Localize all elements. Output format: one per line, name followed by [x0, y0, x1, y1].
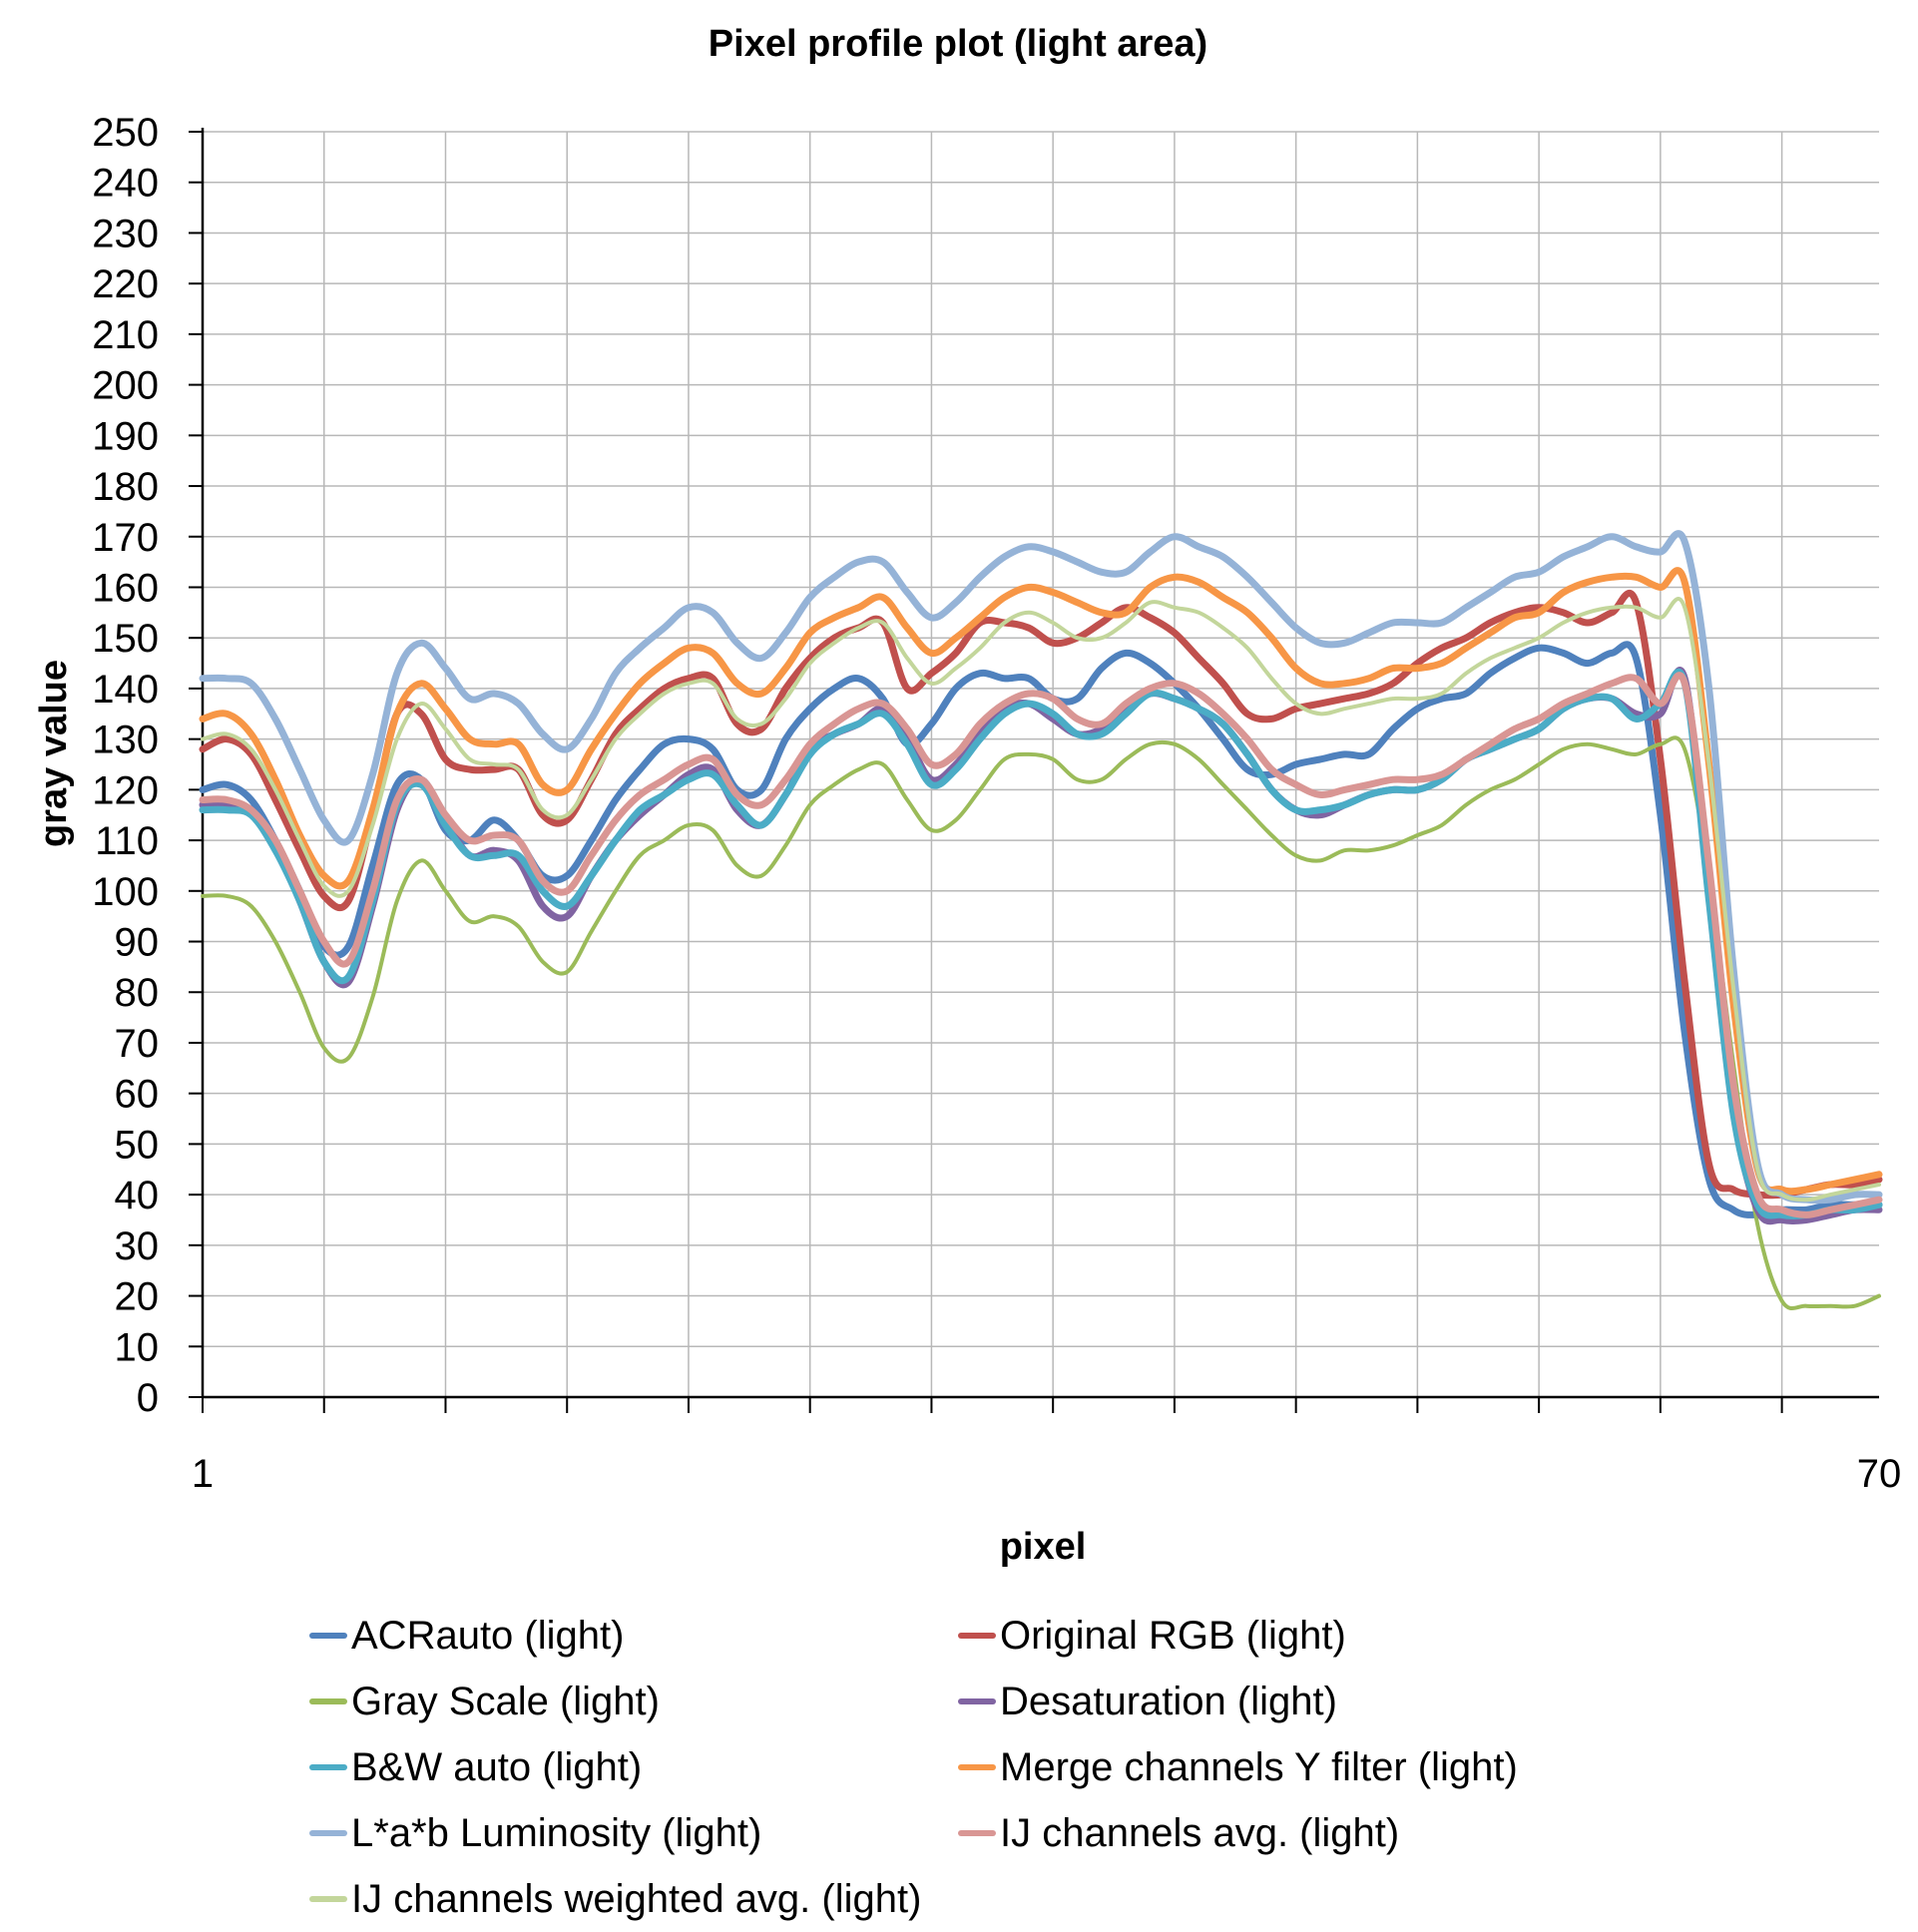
y-tick-label: 130: [92, 719, 159, 762]
chart-axes: [189, 128, 1879, 1413]
legend-label: IJ channels weighted avg. (light): [351, 1877, 922, 1921]
y-tick-label: 30: [115, 1224, 160, 1268]
y-tick-label: 190: [92, 414, 159, 458]
legend-label: Gray Scale (light): [351, 1680, 660, 1723]
x-tick-label: 70: [1857, 1452, 1902, 1496]
legend-swatch: [309, 1764, 347, 1770]
x-tick-labels: 1 70: [192, 1452, 1901, 1496]
y-tick-label: 120: [92, 768, 159, 812]
series-line-b-w-auto-light: [199, 669, 1883, 1219]
y-tick-label: 180: [92, 465, 159, 509]
legend-label: IJ channels avg. (light): [1000, 1811, 1400, 1855]
legend-item: Desaturation (light): [958, 1669, 1607, 1734]
y-tick-labels: 0 10 20 30 40 50 60 70 80 90 100 110 120 130 140 150 160…: [92, 111, 159, 1420]
y-tick-label: 140: [92, 668, 159, 712]
y-tick-label: 40: [115, 1174, 160, 1217]
legend-label: L*a*b Luminosity (light): [351, 1811, 762, 1855]
legend-label: B&W auto (light): [351, 1745, 643, 1789]
legend-item: Merge channels Y filter (light): [958, 1734, 1607, 1800]
series-line-merge-channels-y-filter-light: [199, 567, 1883, 1196]
y-tick-label: 70: [115, 1022, 160, 1066]
legend-item: ACRauto (light): [309, 1603, 958, 1669]
series-lines: [199, 530, 1883, 1310]
y-tick-label: 170: [92, 516, 159, 560]
legend-label: Desaturation (light): [1000, 1680, 1337, 1723]
series-line-acrauto-light: [199, 641, 1883, 1218]
y-tick-label: 50: [115, 1123, 160, 1167]
legend-item: Gray Scale (light): [309, 1669, 958, 1734]
y-tick-label: 100: [92, 870, 159, 914]
series-line-gray-scale-light: [201, 735, 1881, 1310]
legend-item: B&W auto (light): [309, 1734, 958, 1800]
y-tick-label: 210: [92, 313, 159, 357]
legend-item: IJ channels weighted avg. (light): [309, 1866, 958, 1932]
legend: ACRauto (light) Original RGB (light) Gray …: [309, 1603, 1706, 1932]
y-tick-label: 20: [115, 1275, 160, 1319]
y-tick-label: 0: [137, 1376, 159, 1420]
y-axis-label: gray value: [33, 660, 75, 847]
legend-swatch: [309, 1896, 347, 1902]
legend-label: Original RGB (light): [1000, 1614, 1346, 1658]
legend-label: Merge channels Y filter (light): [1000, 1745, 1518, 1789]
legend-swatch: [958, 1764, 996, 1770]
y-tick-label: 90: [115, 921, 160, 965]
legend-item: IJ channels avg. (light): [958, 1800, 1607, 1866]
series-line-ij-channels-avg-light: [199, 672, 1883, 1218]
legend-item: L*a*b Luminosity (light): [309, 1800, 958, 1866]
y-tick-label: 200: [92, 364, 159, 408]
y-tick-label: 150: [92, 617, 159, 661]
x-tick-label: 1: [192, 1452, 214, 1496]
series-line-l-a-b-luminosity-light: [199, 530, 1883, 1205]
legend-label: ACRauto (light): [351, 1614, 625, 1658]
legend-swatch: [309, 1830, 347, 1836]
y-tick-label: 220: [92, 262, 159, 306]
chart-title: Pixel profile plot (light area): [709, 23, 1207, 65]
y-tick-label: 110: [95, 819, 159, 863]
y-tick-label: 160: [92, 566, 159, 610]
legend-item: Original RGB (light): [958, 1603, 1607, 1669]
y-tick-label: 230: [92, 212, 159, 255]
y-tick-label: 240: [92, 162, 159, 206]
legend-swatch: [309, 1698, 347, 1704]
legend-swatch: [958, 1830, 996, 1836]
legend-swatch: [958, 1633, 996, 1639]
legend-swatch: [958, 1698, 996, 1704]
x-axis-label: pixel: [1000, 1526, 1087, 1568]
y-tick-label: 10: [115, 1325, 160, 1369]
legend-swatch: [309, 1633, 347, 1639]
y-tick-label: 60: [115, 1073, 160, 1117]
series-line-original-rgb-light: [199, 590, 1883, 1200]
y-tick-label: 250: [92, 111, 159, 155]
y-tick-label: 80: [115, 971, 160, 1015]
series-line-ij-channels-weighted-avg-light: [201, 597, 1881, 1203]
